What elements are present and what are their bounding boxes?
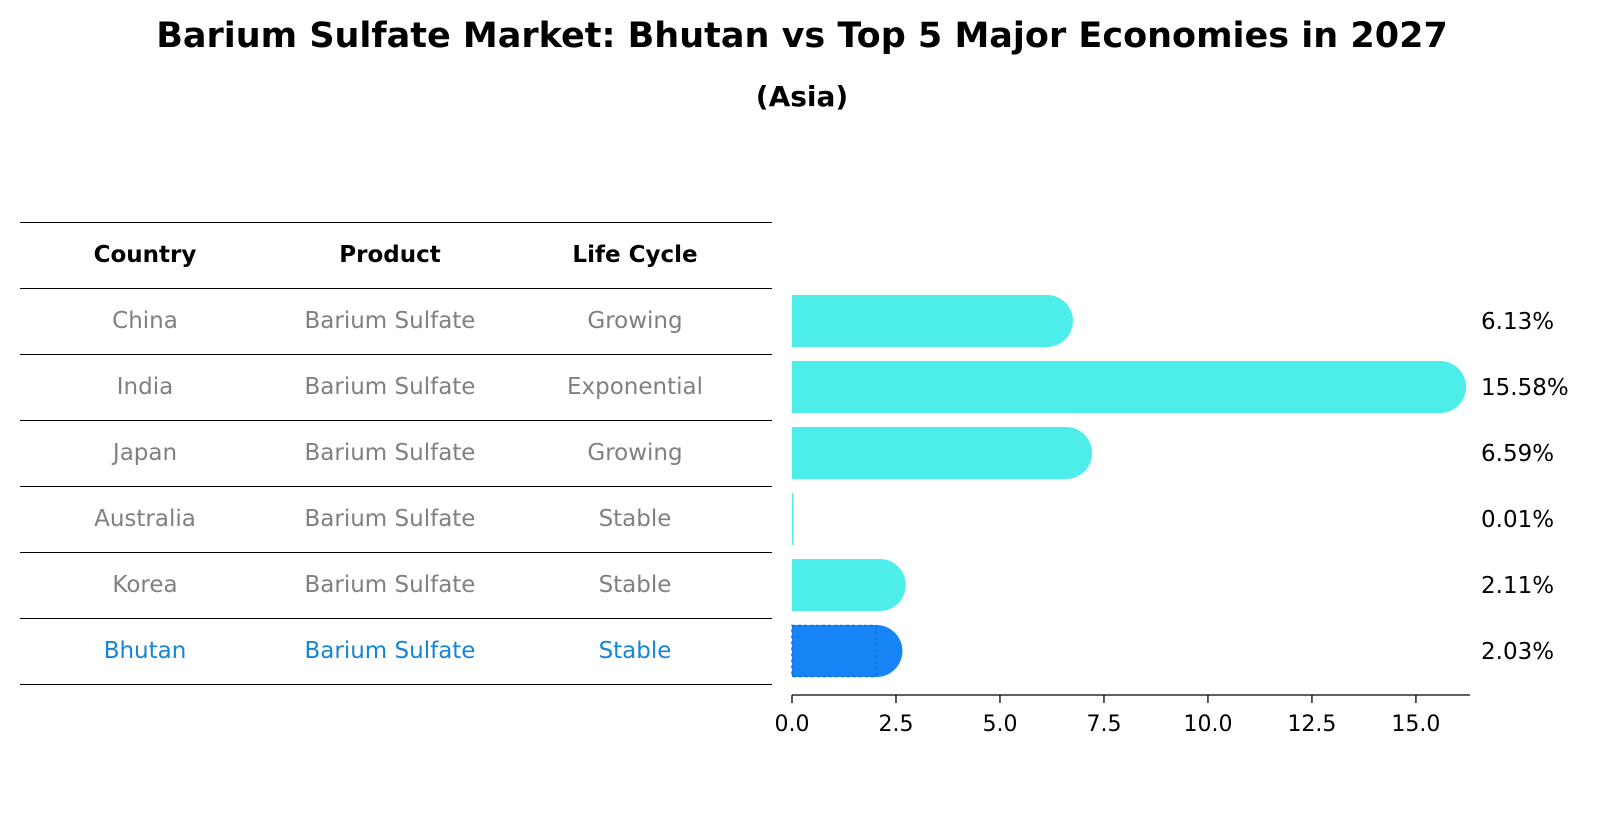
header-country: Country (93, 242, 197, 268)
header-product: Product (339, 242, 441, 268)
table-rule (20, 684, 772, 685)
bar-group-china (792, 295, 1073, 347)
row-australia-life-cycle: Stable (598, 506, 672, 532)
row-japan-product: Barium Sulfate (304, 440, 476, 466)
table-rule (20, 288, 772, 289)
bar-group-india (792, 361, 1467, 413)
x-tick-label: 2.5 (878, 712, 913, 737)
bar-china (792, 295, 1047, 347)
bar-group-japan (792, 427, 1093, 479)
table-rule (20, 420, 772, 421)
header-life-cycle: Life Cycle (572, 242, 698, 268)
bar-group-korea (792, 559, 906, 611)
row-korea-life-cycle: Stable (598, 572, 672, 598)
row-china-life-cycle: Growing (587, 308, 683, 334)
x-tick-label: 10.0 (1183, 712, 1232, 737)
chart-subtitle: (Asia) (755, 80, 849, 113)
table-rule (20, 222, 772, 223)
row-china-country: China (112, 308, 178, 334)
row-india-product: Barium Sulfate (304, 374, 476, 400)
row-bhutan-country: Bhutan (103, 638, 187, 664)
bar-outline-bhutan (791, 624, 878, 678)
bar-group-bhutan (791, 624, 903, 678)
bar-australia (792, 493, 794, 545)
value-label-australia: 0.01% (1481, 507, 1554, 533)
x-tick-label: 0.0 (775, 712, 810, 737)
bar-cap-korea (853, 559, 906, 611)
bar-india (792, 361, 1441, 413)
row-japan-life-cycle: Growing (587, 440, 683, 466)
row-australia-product: Barium Sulfate (304, 506, 476, 532)
row-korea-country: Korea (112, 572, 178, 598)
bar-japan (792, 427, 1067, 479)
value-label-china: 6.13% (1481, 309, 1554, 335)
row-japan-country: Japan (112, 440, 178, 466)
bar-cap-india (1414, 361, 1467, 413)
row-korea-product: Barium Sulfate (304, 572, 476, 598)
row-india-life-cycle: Exponential (566, 374, 703, 400)
bar-cap-japan (1040, 427, 1093, 479)
table-rule (20, 618, 772, 619)
x-tick-label: 5.0 (982, 712, 1017, 737)
value-label-japan: 6.59% (1481, 441, 1554, 467)
x-tick-label: 15.0 (1391, 712, 1440, 737)
table-rule (20, 552, 772, 553)
row-bhutan-life-cycle: Stable (598, 638, 672, 664)
x-tick-label: 12.5 (1287, 712, 1336, 737)
value-label-korea: 2.11% (1481, 573, 1554, 599)
chart-title: Barium Sulfate Market: Bhutan vs Top 5 M… (156, 16, 1448, 56)
table-rule (20, 354, 772, 355)
value-label-bhutan: 2.03% (1481, 639, 1554, 665)
row-india-country: India (116, 374, 174, 400)
value-label-india: 15.58% (1481, 375, 1569, 401)
row-china-product: Barium Sulfate (304, 308, 476, 334)
bar-cap-china (1020, 295, 1073, 347)
row-bhutan-product: Barium Sulfate (304, 638, 476, 664)
bar-group-australia (792, 493, 794, 545)
table-rule (20, 486, 772, 487)
row-australia-country: Australia (94, 506, 196, 532)
x-tick-label: 7.5 (1086, 712, 1121, 737)
